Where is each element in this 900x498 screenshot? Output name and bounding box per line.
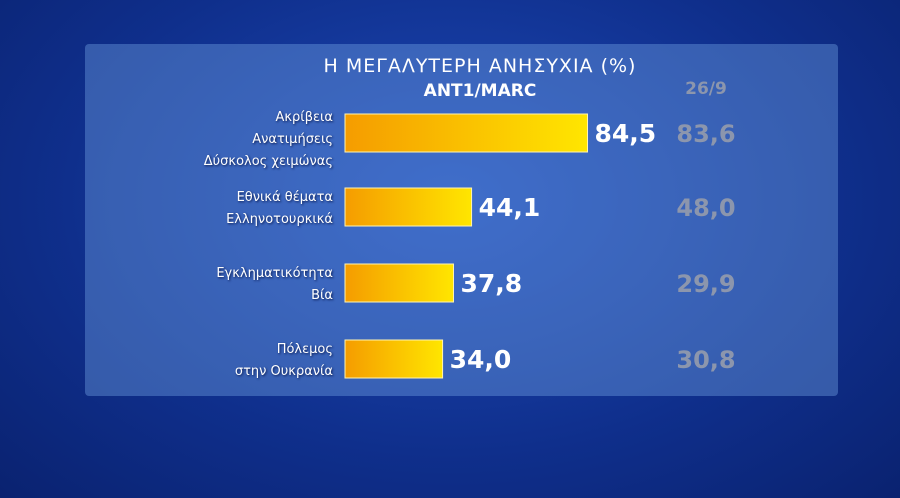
- chart-subtitle: ANT1/MARC: [424, 81, 537, 101]
- previous-value: 48,0: [676, 194, 735, 222]
- bar: [344, 187, 473, 227]
- previous-value: 83,6: [676, 120, 735, 148]
- previous-header: 26/9: [685, 79, 727, 99]
- previous-value: 29,9: [676, 270, 735, 298]
- category-label: Πόλεμος στην Ουκρανία: [234, 342, 333, 379]
- value-label: 84,5: [595, 119, 657, 148]
- category-label: Ακρίβεια Ανατιμήσεις Δύσκολος χειμώνας: [203, 110, 333, 169]
- category-label: Εγκληματικότητα Βία: [216, 266, 333, 303]
- category-label: Εθνικά θέματα Ελληνοτουρκικά: [226, 190, 333, 227]
- bar: [344, 339, 444, 379]
- value-label: 37,8: [460, 269, 522, 298]
- bar: [344, 263, 454, 303]
- value-label: 44,1: [479, 193, 541, 222]
- value-label: 34,0: [450, 345, 512, 374]
- chart-title: Η ΜΕΓΑΛΥΤΕΡΗ ΑΝΗΣΥΧΙΑ (%): [324, 55, 637, 77]
- bar: [344, 113, 589, 153]
- previous-value: 30,8: [676, 346, 735, 374]
